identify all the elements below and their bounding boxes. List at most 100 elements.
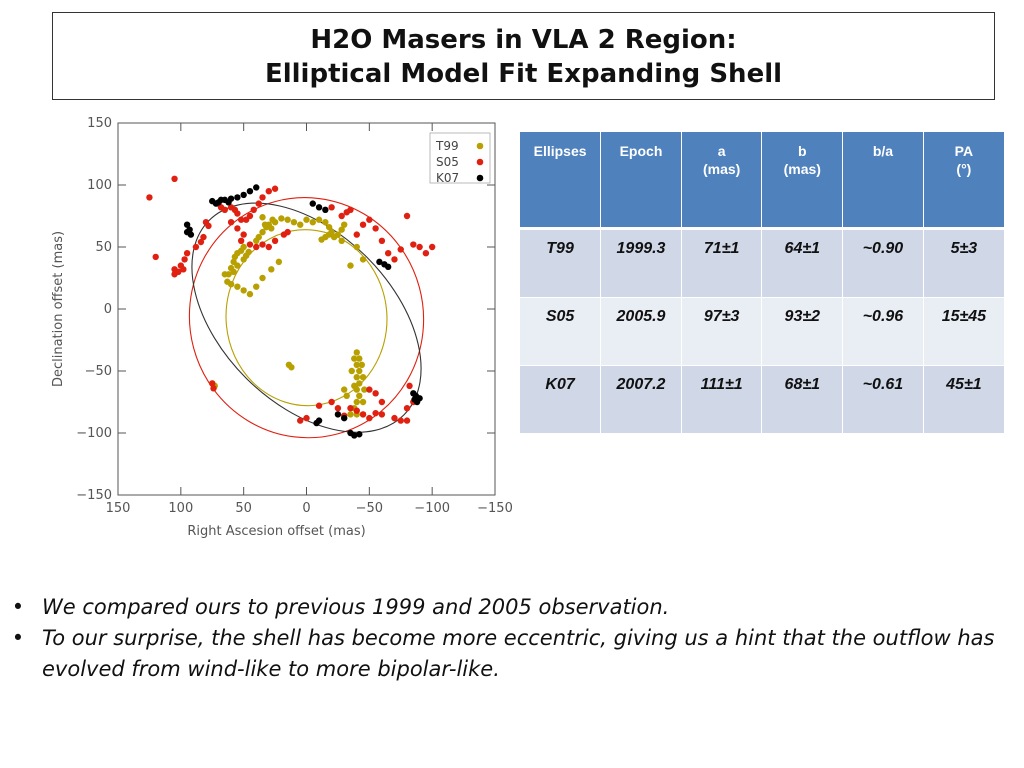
data-point-k07	[341, 414, 348, 422]
data-point-t99	[230, 268, 237, 275]
data-point-t99	[351, 355, 358, 362]
y-tick-label: −100	[76, 426, 112, 441]
table-cell: 5±3	[923, 228, 1004, 298]
data-point-k07	[334, 411, 342, 418]
data-point-t99	[351, 382, 358, 390]
fit-ellipse-s05	[188, 197, 425, 439]
data-point-s05	[366, 386, 373, 393]
data-point-s05	[284, 228, 291, 236]
table-header-cell: Ellipses	[520, 132, 602, 230]
table-header-row: Ellipses Epoch a (mas) b (mas) b/a PA (°…	[520, 132, 1004, 230]
table-cell: 68±1	[761, 365, 844, 434]
x-tick-label: 0	[302, 501, 310, 516]
data-point-t99	[353, 243, 360, 251]
data-point-s05	[205, 222, 212, 230]
data-point-k07	[347, 429, 354, 437]
bullet-text: We compared ours to previous 1999 and 20…	[42, 595, 670, 619]
data-point-t99	[359, 398, 367, 406]
legend-label: K07	[436, 171, 459, 185]
table-cell: S05	[520, 297, 602, 366]
data-point-s05	[234, 210, 241, 217]
data-point-s05	[391, 414, 398, 422]
data-point-k07	[322, 206, 329, 213]
data-point-t99	[227, 281, 235, 288]
table-cell: 45±1	[923, 365, 1004, 434]
data-point-s05	[181, 256, 188, 263]
y-tick-label: 100	[87, 178, 112, 193]
data-point-k07	[315, 204, 323, 211]
data-point-s05	[347, 206, 354, 213]
data-point-t99	[259, 274, 266, 282]
data-point-t99	[348, 367, 355, 375]
data-point-t99	[356, 367, 363, 375]
data-point-s05	[271, 185, 279, 192]
y-tick-label: −50	[85, 364, 112, 379]
data-point-k07	[376, 258, 383, 266]
legend-label: T99	[435, 139, 459, 153]
data-point-s05	[253, 243, 260, 251]
data-point-s05	[237, 237, 245, 244]
data-point-k07	[309, 200, 316, 207]
y-tick-label: 50	[95, 240, 112, 255]
bullet-item: • To our surprise, the shell has become …	[8, 623, 1008, 685]
maser-scatter-plot: 150 100 50 0 −50 −100 −150150100500−50−100−150…	[51, 116, 513, 539]
data-point-k07	[384, 263, 392, 271]
table-cell: ~0.61	[842, 365, 924, 434]
data-point-t99	[341, 221, 348, 228]
x-tick-label: −50	[356, 501, 383, 516]
data-point-s05	[152, 253, 159, 261]
data-point-s05	[397, 246, 404, 253]
data-point-t99	[325, 223, 333, 231]
data-point-t99	[268, 225, 275, 232]
data-point-s05	[372, 390, 379, 397]
data-point-k07	[313, 419, 320, 427]
y-tick-label: 0	[104, 302, 112, 317]
data-point-s05	[328, 204, 335, 211]
table-cell: 97±3	[681, 297, 763, 366]
data-point-s05	[403, 417, 411, 424]
data-point-t99	[253, 283, 260, 290]
data-point-t99	[297, 221, 304, 228]
x-tick-label: 100	[168, 501, 193, 516]
data-point-s05	[366, 216, 373, 223]
data-point-s05	[237, 216, 245, 223]
table-cell: 15±45	[923, 297, 1004, 366]
bullet-marker: •	[11, 626, 25, 650]
data-point-s05	[227, 219, 235, 226]
legend-box	[429, 132, 491, 184]
table-cell: ~0.90	[842, 228, 924, 298]
data-point-t99	[290, 219, 298, 226]
data-point-t99	[275, 258, 283, 266]
data-point-s05	[297, 417, 304, 424]
data-point-s05	[428, 243, 436, 251]
data-point-s05	[250, 206, 257, 213]
data-point-t99	[338, 226, 345, 233]
data-point-s05	[177, 262, 185, 269]
data-point-t99	[245, 248, 252, 256]
legend-marker	[476, 142, 484, 150]
data-point-s05	[403, 212, 411, 220]
legend-marker	[476, 174, 484, 182]
data-point-t99	[343, 392, 350, 399]
data-point-s05	[146, 194, 153, 201]
data-point-s05	[246, 212, 254, 220]
table-header-cell: a (mas)	[681, 132, 763, 230]
data-point-k07	[234, 194, 241, 201]
data-point-s05	[171, 266, 178, 273]
data-point-t99	[356, 380, 363, 387]
data-point-t99	[259, 228, 266, 236]
data-point-k07	[240, 191, 247, 199]
data-point-s05	[183, 250, 191, 257]
data-point-s05	[240, 231, 247, 238]
data-point-k07	[246, 188, 254, 195]
data-point-s05	[315, 402, 323, 409]
data-point-s05	[359, 411, 367, 418]
data-point-t99	[359, 256, 367, 263]
table-cell: 2005.9	[600, 297, 682, 366]
x-tick-label: −150	[477, 501, 513, 516]
data-point-s05	[171, 271, 178, 278]
data-point-t99	[315, 216, 323, 223]
table-cell: 111±1	[681, 365, 763, 434]
data-point-s05	[200, 233, 207, 241]
data-point-s05	[271, 237, 279, 244]
